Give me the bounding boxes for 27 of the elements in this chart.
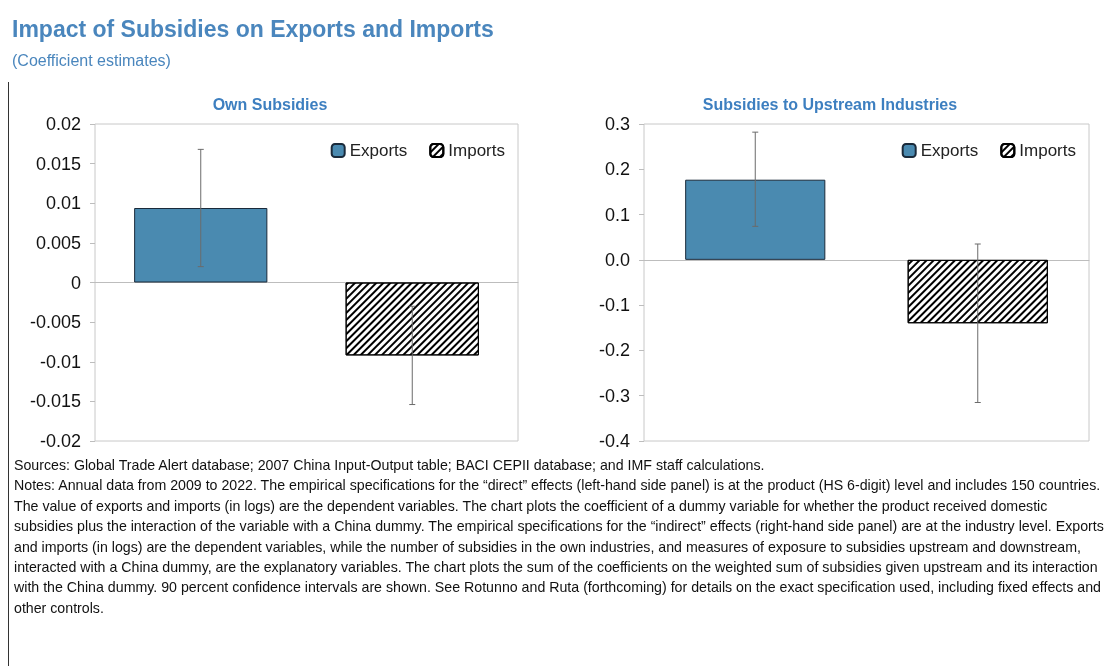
y-tick-label: -0.2 — [598, 340, 630, 361]
chart-title: Subsidies to Upstream Industries — [702, 95, 958, 113]
y-tick-label: -0.01 — [39, 351, 81, 372]
y-tick-label: 0.1 — [604, 204, 630, 225]
y-tick-label: -0.015 — [29, 391, 81, 412]
legend-label: Imports — [1019, 141, 1077, 160]
y-tick-label: 0.3 — [604, 114, 630, 134]
chart-title: Own Subsidies — [212, 95, 328, 113]
y-tick-label: 0.01 — [45, 193, 81, 214]
y-tick-label: -0.02 — [39, 431, 81, 451]
legend-label: Exports — [349, 141, 408, 160]
source-note: Sources: Global Trade Alert database; 2007 China Input-Output table; BACI CEPII database; and IMF staff calculations. — [14, 456, 766, 475]
y-tick-label: -0.3 — [598, 385, 630, 406]
y-tick-label: 0.2 — [604, 159, 630, 180]
y-tick-label: 0.005 — [35, 232, 81, 253]
legend-label: Imports — [448, 141, 506, 160]
y-tick-label: 0.02 — [45, 114, 81, 134]
y-tick-label: -0.1 — [598, 295, 630, 316]
y-tick-label: 0.0 — [604, 249, 630, 270]
legend-label: Exports — [920, 141, 979, 160]
y-tick-label: -0.005 — [29, 312, 81, 333]
text: Impact of Subsidies on Exports and Imports — [12, 16, 494, 43]
text: (Coefficient estimates) — [12, 52, 171, 70]
y-tick-label: -0.4 — [598, 431, 630, 451]
y-tick-label: 0.015 — [35, 153, 81, 174]
text: Notes: Annual data from 2009 to 2022. The empirical specifications for the “direct” effects (left-hand side panel) is at the product (HS 6-digit) level and includes 150 countries. The value of exports and imports (in logs) are the dependent variables. The chart plots the coefficient of a dummy variable for whether the product received domestic subsidies plus the interaction of the variable with a China dummy. The empirical specifications for the “indirect” effects (right-hand side panel) are at the industry level. Exports and imports (in logs) are the dependent variables, while the number of subsidies in the own industries, and measures of exposure to subsidies upstream and downstream, interacted with a China dummy, are the explanatory variables. The chart plots the sum of the coefficients on the weighted sum of subsidies given upstream and its interaction with the China dummy. 90 percent confidence intervals are shown. See Rotunno and Ruta (forthcoming) for details on the exact specification used, including fixed effects and other controls. — [14, 476, 1105, 618]
y-tick-label: 0 — [70, 272, 81, 293]
